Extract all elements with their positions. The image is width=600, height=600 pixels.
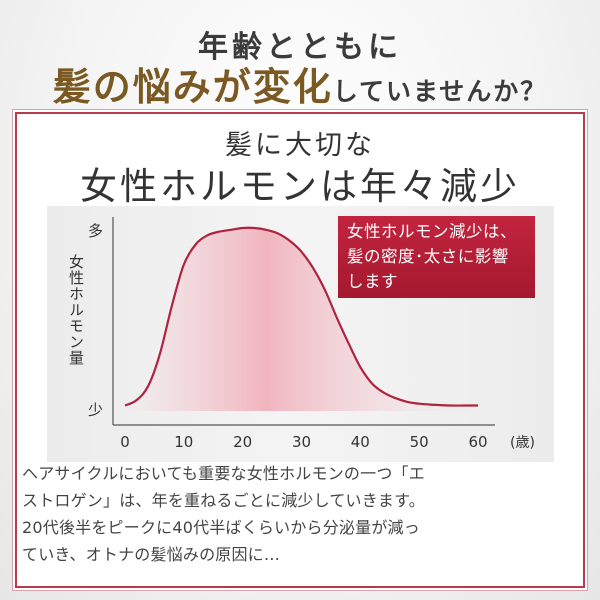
x-tick-labels: 0 10 20 30 40 50 60 bbox=[120, 433, 487, 451]
y-tick-low: 少 bbox=[88, 401, 103, 419]
card-title-line2: 女性ホルモンは年々減少 bbox=[80, 165, 520, 208]
callout-line: します bbox=[347, 272, 398, 291]
x-tick-label: 30 bbox=[292, 433, 311, 451]
hormone-area-fill bbox=[125, 227, 478, 411]
description-line: ヘアサイクルにおいても重要な女性ホルモンの一つ「エ bbox=[22, 464, 425, 483]
x-tick-label: 0 bbox=[120, 433, 130, 451]
header-rest: していませんか？ bbox=[332, 77, 548, 106]
callout-line: 女性ホルモン減少は、 bbox=[347, 222, 517, 241]
header-emphasis: 髪の悩みが変化 bbox=[52, 64, 333, 109]
header-line1: 年齢とともに bbox=[198, 30, 402, 65]
x-tick-label: 60 bbox=[468, 433, 487, 451]
header: 年齢とともに 髪の悩みが変化していませんか？ bbox=[0, 0, 600, 112]
x-tick-label: 40 bbox=[351, 433, 370, 451]
x-axis-unit: (歳) bbox=[510, 435, 535, 451]
description-line: 20代後半をピークに40代半ばくらいから分泌量が減っ bbox=[22, 518, 420, 537]
description-text: ヘアサイクルにおいても重要な女性ホルモンの一つ「エ ストロゲン」は、年を重ねるご… bbox=[22, 460, 578, 568]
y-tick-high: 多 bbox=[88, 222, 103, 240]
x-tick-label: 50 bbox=[410, 433, 429, 451]
header-line2: 髪の悩みが変化していませんか？ bbox=[0, 56, 600, 111]
callout-line: 髪の密度･太さに影響 bbox=[347, 247, 509, 266]
x-tick-label: 10 bbox=[174, 433, 193, 451]
description-line: ていき、オトナの髪悩みの原因に… bbox=[22, 545, 281, 564]
x-tick-label: 20 bbox=[233, 433, 252, 451]
card-title-line1: 髪に大切な bbox=[225, 130, 375, 161]
description-line: ストロゲン」は、年を重ねるごとに減少していきます。 bbox=[22, 491, 425, 510]
callout-box: 女性ホルモン減少は、 髪の密度･太さに影響 します bbox=[338, 216, 535, 298]
hormone-curve-line bbox=[124, 226, 478, 407]
y-axis-label: 女性ホルモン量 bbox=[67, 254, 85, 366]
